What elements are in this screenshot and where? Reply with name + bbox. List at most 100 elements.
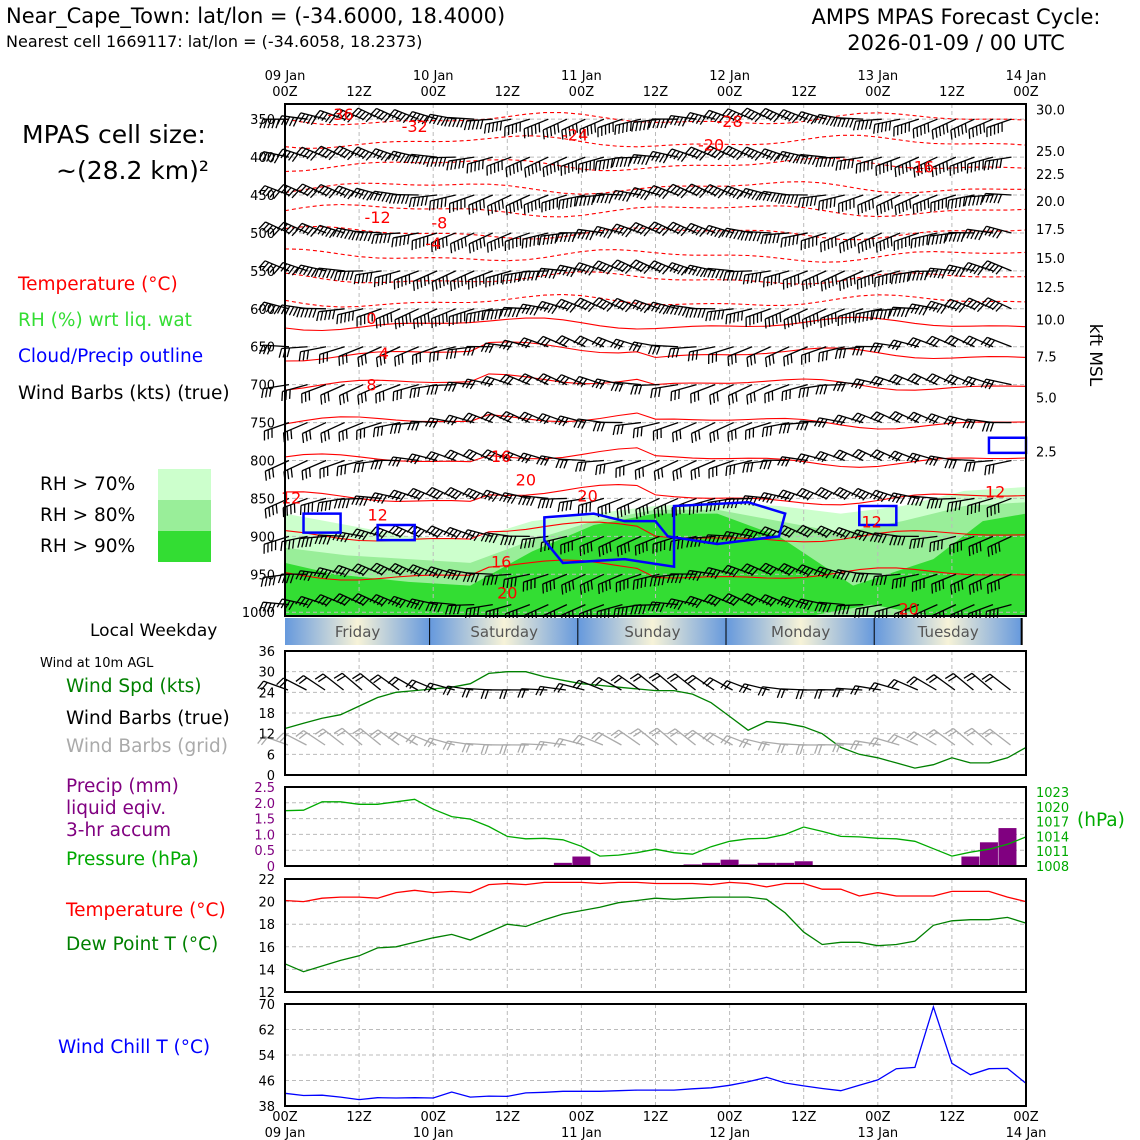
surface-barb-grid-69-feather: [687, 732, 697, 739]
wind-barb-p990-h57-feather: [624, 606, 628, 617]
wind-barb-p350-h72-feather: [710, 112, 718, 121]
surface-barb-true-48-feather: [557, 684, 564, 693]
wind-barb-p850-h84-feather: [788, 493, 795, 502]
wind-barb-p700-h90-feather: [815, 385, 820, 395]
wind-barb-p850-h24-feather: [413, 491, 422, 500]
wind-barb-p500-h63-feather: [658, 226, 666, 235]
wind-barb-p550-h66-feather: [680, 267, 688, 276]
wind-barb-p750-h63-staff: [653, 421, 679, 432]
wind-barb-p950-h114-staff: [969, 573, 994, 586]
bottom-hour-label: 12Z: [346, 1110, 372, 1125]
wind-barb-p990-h84: [776, 595, 808, 609]
wind-barb-p550-h63-feather: [654, 263, 662, 272]
wind-barb-p600-h21-feather: [394, 319, 397, 330]
wind-barb-p400-h90: [815, 156, 845, 168]
wind-barb-p850-h48-feather: [557, 502, 561, 513]
weekday-label: Local Weekday: [90, 621, 218, 641]
wind-barb-p450-h102-feather: [898, 204, 901, 214]
wind-barb-p750-h102: [888, 411, 920, 424]
wind-barb-p400-h105-staff: [913, 156, 938, 169]
wind-barb-p900-h114-staff: [968, 535, 994, 548]
wind-barb-p400-h66-staff: [671, 148, 697, 158]
wind-barb-p850-h111-feather: [954, 501, 958, 511]
wind-barb-p850-h93: [832, 486, 864, 500]
wind-barb-p800-h51: [575, 459, 604, 472]
wind-barb-p450-h48-staff: [559, 194, 586, 201]
wind-barb-p950-h60-feather: [632, 580, 635, 590]
wind-barb-p350-h105-feather: [927, 122, 930, 133]
wind-barb-p400-h6-feather: [295, 146, 303, 155]
legend-windchill: Wind Chill T (°C): [58, 1037, 211, 1058]
wind-barb-p990-h93: [834, 603, 864, 615]
wind-barb-p500-h84-staff: [782, 232, 808, 239]
wind-barb-p850-h39: [499, 492, 530, 504]
wind-barb-p950-h57: [615, 573, 642, 593]
wind-barb-p650-h102-staff: [893, 339, 920, 348]
wind-barb-p550-h24-feather: [420, 278, 423, 288]
wind-barb-p550-h96-feather: [864, 277, 866, 287]
wind-barb-p950-h39-feather: [502, 579, 505, 589]
surface-barb-true-48-feather: [553, 683, 560, 692]
wind-barb-p950-h81-staff: [765, 562, 790, 575]
surface-barb-true-63-feather: [648, 672, 658, 679]
wind-barb-p500-h75-feather: [729, 229, 735, 239]
wind-barb-p700-h102-feather: [888, 374, 896, 383]
wind-barb-p950-h108-feather: [942, 579, 945, 590]
surface-barb-true-63: [648, 672, 678, 691]
cloud-outline-0: [302, 512, 342, 534]
wind-barb-p500-h15-feather: [363, 231, 369, 242]
surface-barb-grid-45: [535, 740, 566, 751]
wind-barb-p400-h99-staff: [875, 156, 901, 167]
wind-barb-p990-h78-feather: [750, 598, 759, 607]
wind-barb-p800-h6-staff: [301, 459, 327, 472]
wind-barb-p400-h117-feather: [999, 158, 1003, 169]
wind-barb-p600-h66-feather: [681, 307, 688, 317]
wind-barb-p550-h36-feather: [489, 276, 491, 287]
surface-barb-true-84-feather: [776, 688, 782, 699]
surface-barb-grid-3-feather: [276, 732, 284, 741]
wind-barb-p850-h21-staff: [393, 489, 419, 500]
surface-barb-true-63-staff: [656, 672, 678, 691]
wind-barb-p950-h48-feather: [572, 580, 575, 590]
wind-barb-p990-h51-staff: [579, 604, 605, 615]
wind-barb-p400-h27-feather: [442, 157, 447, 167]
wind-barb-p550-h75-feather: [734, 271, 739, 281]
surface-barb-grid-72-feather: [702, 732, 711, 740]
wind-barb-p350-h93-feather: [841, 117, 846, 128]
wind-barb-p450-h75-feather: [736, 191, 744, 200]
wind-barb-p650-h45-feather: [539, 337, 548, 346]
wind-barb-p850-h117-feather: [994, 504, 996, 515]
wind-barb-p550-h114-feather: [973, 266, 981, 275]
wind-barb-p600-h15: [356, 308, 382, 327]
wind-barb-p900-h78-staff: [745, 528, 771, 537]
wind-barb-p350-h12-feather: [336, 110, 344, 118]
wind-barb-p950-h75-staff: [727, 564, 753, 575]
wind-barb-p800-h9-feather: [323, 467, 325, 478]
wind-barb-p400-h87-feather: [799, 154, 805, 164]
wind-barb-p950-h39-feather: [510, 577, 513, 588]
wind-barb-p950-h51-feather: [583, 583, 586, 594]
wind-barb-p400-h90-feather: [823, 157, 828, 167]
surface-barb-grid-24-feather: [409, 736, 417, 745]
wind-barb-p350-h60-feather: [635, 121, 639, 132]
isotherm-label: -16: [908, 157, 934, 176]
wind-barb-p450-h108: [930, 194, 957, 213]
wind-barb-p650-h27-feather: [436, 350, 439, 361]
surface-barb-grid-111-feather: [948, 730, 957, 737]
wind-barb-p990-h15-feather: [361, 598, 370, 607]
surface-barb-grid-24-staff: [411, 734, 437, 746]
wind-barb-p650-h36-feather: [488, 343, 495, 354]
wind-barb-p450-h69-staff: [691, 183, 716, 196]
wind-barb-p850-h12: [333, 497, 364, 509]
wind-barb-p350-h96-staff: [855, 118, 882, 122]
wind-barb-p750-h63-feather: [660, 428, 662, 438]
wind-barb-p450-h18-feather: [385, 193, 391, 203]
wind-barb-p990-h6-feather: [302, 598, 310, 607]
surface-barb-grid-45-feather: [535, 741, 541, 751]
wind-barb-p600-h24-feather: [416, 317, 419, 328]
wind-barb-p850-h63: [653, 497, 679, 519]
wind-barb-p800-h114-staff: [966, 459, 994, 464]
wind-barb-p350-h93-feather: [845, 118, 850, 128]
wind-barb-p650-h117-feather: [980, 336, 988, 346]
wind-barb-p400-h75-feather: [728, 149, 737, 157]
